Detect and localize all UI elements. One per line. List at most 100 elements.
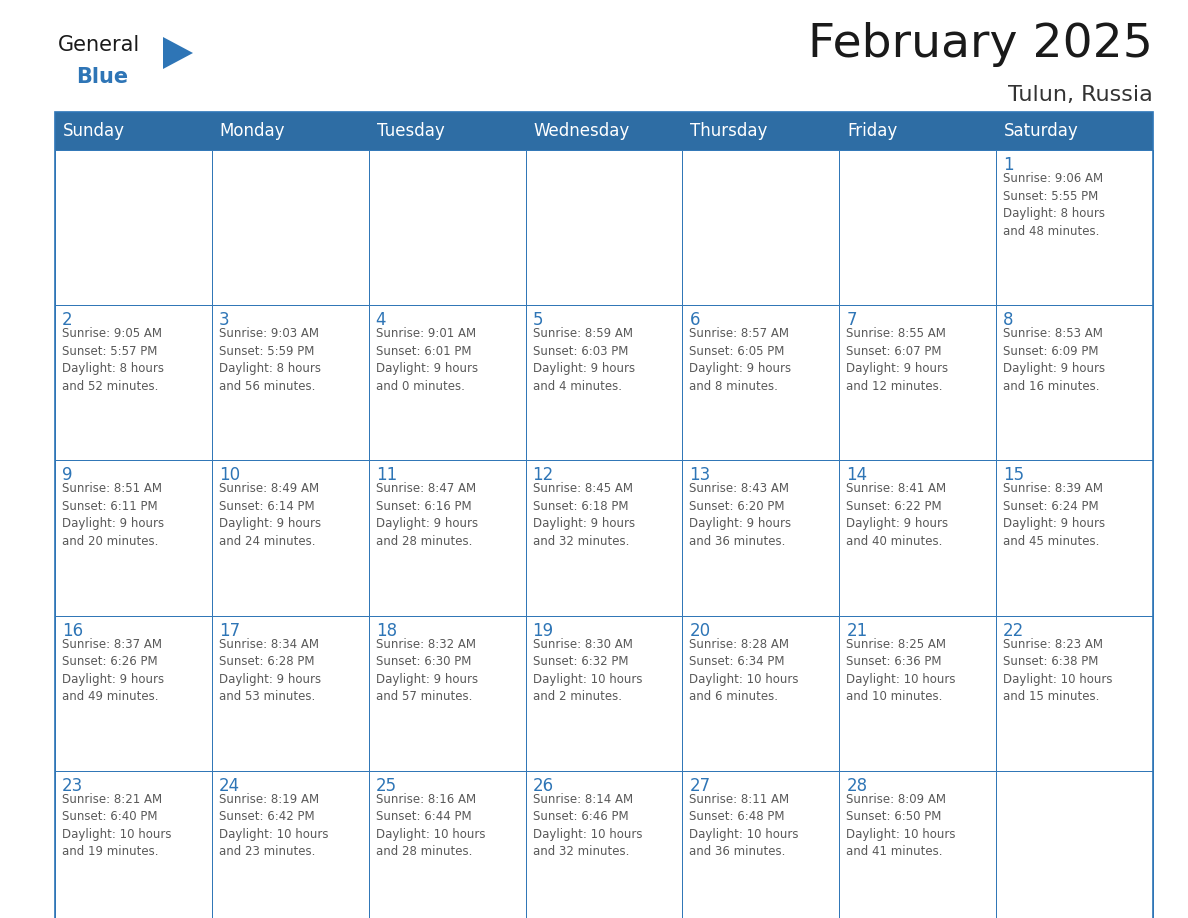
Text: Sunrise: 9:03 AM
Sunset: 5:59 PM
Daylight: 8 hours
and 56 minutes.: Sunrise: 9:03 AM Sunset: 5:59 PM Dayligh… <box>219 327 321 393</box>
Text: 21: 21 <box>846 621 867 640</box>
Text: Sunrise: 8:19 AM
Sunset: 6:42 PM
Daylight: 10 hours
and 23 minutes.: Sunrise: 8:19 AM Sunset: 6:42 PM Dayligh… <box>219 793 328 858</box>
Text: 6: 6 <box>689 311 700 330</box>
Bar <box>682 305 839 461</box>
Bar <box>55 461 211 616</box>
Bar <box>997 112 1154 150</box>
Bar <box>368 305 525 461</box>
Bar <box>997 461 1154 616</box>
Bar <box>525 461 682 616</box>
Bar <box>211 771 368 918</box>
Text: Sunrise: 8:41 AM
Sunset: 6:22 PM
Daylight: 9 hours
and 40 minutes.: Sunrise: 8:41 AM Sunset: 6:22 PM Dayligh… <box>846 482 948 548</box>
Text: 19: 19 <box>532 621 554 640</box>
Text: 5: 5 <box>532 311 543 330</box>
Bar <box>997 771 1154 918</box>
Text: 10: 10 <box>219 466 240 485</box>
Text: Blue: Blue <box>76 67 128 87</box>
Text: Sunrise: 9:01 AM
Sunset: 6:01 PM
Daylight: 9 hours
and 0 minutes.: Sunrise: 9:01 AM Sunset: 6:01 PM Dayligh… <box>375 327 478 393</box>
Bar <box>525 616 682 771</box>
Bar <box>997 150 1154 305</box>
Text: Wednesday: Wednesday <box>533 122 630 140</box>
Text: 13: 13 <box>689 466 710 485</box>
Text: 28: 28 <box>846 777 867 795</box>
Text: Sunrise: 8:34 AM
Sunset: 6:28 PM
Daylight: 9 hours
and 53 minutes.: Sunrise: 8:34 AM Sunset: 6:28 PM Dayligh… <box>219 638 321 703</box>
Bar <box>682 461 839 616</box>
Text: 15: 15 <box>1003 466 1024 485</box>
Text: Sunrise: 8:21 AM
Sunset: 6:40 PM
Daylight: 10 hours
and 19 minutes.: Sunrise: 8:21 AM Sunset: 6:40 PM Dayligh… <box>62 793 171 858</box>
Text: Saturday: Saturday <box>1004 122 1079 140</box>
Text: Sunrise: 8:14 AM
Sunset: 6:46 PM
Daylight: 10 hours
and 32 minutes.: Sunrise: 8:14 AM Sunset: 6:46 PM Dayligh… <box>532 793 642 858</box>
Text: Sunrise: 8:43 AM
Sunset: 6:20 PM
Daylight: 9 hours
and 36 minutes.: Sunrise: 8:43 AM Sunset: 6:20 PM Dayligh… <box>689 482 791 548</box>
Text: Sunrise: 8:30 AM
Sunset: 6:32 PM
Daylight: 10 hours
and 2 minutes.: Sunrise: 8:30 AM Sunset: 6:32 PM Dayligh… <box>532 638 642 703</box>
Text: 25: 25 <box>375 777 397 795</box>
Bar <box>211 305 368 461</box>
Text: 17: 17 <box>219 621 240 640</box>
Bar <box>839 150 997 305</box>
Text: 8: 8 <box>1003 311 1013 330</box>
Text: Sunrise: 8:23 AM
Sunset: 6:38 PM
Daylight: 10 hours
and 15 minutes.: Sunrise: 8:23 AM Sunset: 6:38 PM Dayligh… <box>1003 638 1113 703</box>
Bar <box>997 305 1154 461</box>
Text: General: General <box>58 35 140 55</box>
Text: Sunrise: 8:51 AM
Sunset: 6:11 PM
Daylight: 9 hours
and 20 minutes.: Sunrise: 8:51 AM Sunset: 6:11 PM Dayligh… <box>62 482 164 548</box>
Text: 3: 3 <box>219 311 229 330</box>
Bar <box>211 150 368 305</box>
Text: Sunrise: 8:39 AM
Sunset: 6:24 PM
Daylight: 9 hours
and 45 minutes.: Sunrise: 8:39 AM Sunset: 6:24 PM Dayligh… <box>1003 482 1105 548</box>
Text: Sunrise: 8:28 AM
Sunset: 6:34 PM
Daylight: 10 hours
and 6 minutes.: Sunrise: 8:28 AM Sunset: 6:34 PM Dayligh… <box>689 638 798 703</box>
Text: 20: 20 <box>689 621 710 640</box>
Text: Sunrise: 8:57 AM
Sunset: 6:05 PM
Daylight: 9 hours
and 8 minutes.: Sunrise: 8:57 AM Sunset: 6:05 PM Dayligh… <box>689 327 791 393</box>
Text: 16: 16 <box>62 621 83 640</box>
Text: Sunrise: 8:59 AM
Sunset: 6:03 PM
Daylight: 9 hours
and 4 minutes.: Sunrise: 8:59 AM Sunset: 6:03 PM Dayligh… <box>532 327 634 393</box>
Bar <box>211 112 368 150</box>
Bar <box>682 616 839 771</box>
Bar <box>839 305 997 461</box>
Bar <box>839 616 997 771</box>
Text: February 2025: February 2025 <box>808 22 1154 67</box>
Bar <box>55 771 211 918</box>
Bar <box>839 771 997 918</box>
Bar <box>55 616 211 771</box>
Bar <box>55 150 211 305</box>
Text: 22: 22 <box>1003 621 1024 640</box>
Text: Sunrise: 8:25 AM
Sunset: 6:36 PM
Daylight: 10 hours
and 10 minutes.: Sunrise: 8:25 AM Sunset: 6:36 PM Dayligh… <box>846 638 956 703</box>
Bar <box>525 305 682 461</box>
Text: 24: 24 <box>219 777 240 795</box>
Text: Sunrise: 8:37 AM
Sunset: 6:26 PM
Daylight: 9 hours
and 49 minutes.: Sunrise: 8:37 AM Sunset: 6:26 PM Dayligh… <box>62 638 164 703</box>
Bar <box>211 461 368 616</box>
Bar <box>997 616 1154 771</box>
Bar <box>682 771 839 918</box>
Text: Sunrise: 8:45 AM
Sunset: 6:18 PM
Daylight: 9 hours
and 32 minutes.: Sunrise: 8:45 AM Sunset: 6:18 PM Dayligh… <box>532 482 634 548</box>
Text: 2: 2 <box>62 311 72 330</box>
Text: 11: 11 <box>375 466 397 485</box>
Bar <box>368 150 525 305</box>
Text: Sunrise: 8:32 AM
Sunset: 6:30 PM
Daylight: 9 hours
and 57 minutes.: Sunrise: 8:32 AM Sunset: 6:30 PM Dayligh… <box>375 638 478 703</box>
Text: Monday: Monday <box>220 122 285 140</box>
Text: 9: 9 <box>62 466 72 485</box>
Text: 7: 7 <box>846 311 857 330</box>
Text: 12: 12 <box>532 466 554 485</box>
Bar <box>839 461 997 616</box>
Text: 23: 23 <box>62 777 83 795</box>
Text: Sunrise: 8:47 AM
Sunset: 6:16 PM
Daylight: 9 hours
and 28 minutes.: Sunrise: 8:47 AM Sunset: 6:16 PM Dayligh… <box>375 482 478 548</box>
Bar <box>368 112 525 150</box>
Text: Sunrise: 8:53 AM
Sunset: 6:09 PM
Daylight: 9 hours
and 16 minutes.: Sunrise: 8:53 AM Sunset: 6:09 PM Dayligh… <box>1003 327 1105 393</box>
Bar <box>682 112 839 150</box>
Text: Sunday: Sunday <box>63 122 125 140</box>
Text: 14: 14 <box>846 466 867 485</box>
Text: Sunrise: 8:49 AM
Sunset: 6:14 PM
Daylight: 9 hours
and 24 minutes.: Sunrise: 8:49 AM Sunset: 6:14 PM Dayligh… <box>219 482 321 548</box>
Text: Tulun, Russia: Tulun, Russia <box>1009 85 1154 105</box>
Bar <box>525 771 682 918</box>
Bar <box>525 112 682 150</box>
Bar <box>55 112 1154 918</box>
Text: Thursday: Thursday <box>690 122 767 140</box>
Text: Tuesday: Tuesday <box>377 122 444 140</box>
Text: Sunrise: 8:11 AM
Sunset: 6:48 PM
Daylight: 10 hours
and 36 minutes.: Sunrise: 8:11 AM Sunset: 6:48 PM Dayligh… <box>689 793 798 858</box>
Bar <box>368 616 525 771</box>
Text: Friday: Friday <box>847 122 898 140</box>
Bar <box>682 150 839 305</box>
Text: Sunrise: 8:16 AM
Sunset: 6:44 PM
Daylight: 10 hours
and 28 minutes.: Sunrise: 8:16 AM Sunset: 6:44 PM Dayligh… <box>375 793 485 858</box>
Text: Sunrise: 9:05 AM
Sunset: 5:57 PM
Daylight: 8 hours
and 52 minutes.: Sunrise: 9:05 AM Sunset: 5:57 PM Dayligh… <box>62 327 164 393</box>
Text: 1: 1 <box>1003 156 1013 174</box>
Text: 27: 27 <box>689 777 710 795</box>
Bar <box>525 150 682 305</box>
Bar <box>55 305 211 461</box>
Text: Sunrise: 9:06 AM
Sunset: 5:55 PM
Daylight: 8 hours
and 48 minutes.: Sunrise: 9:06 AM Sunset: 5:55 PM Dayligh… <box>1003 172 1105 238</box>
